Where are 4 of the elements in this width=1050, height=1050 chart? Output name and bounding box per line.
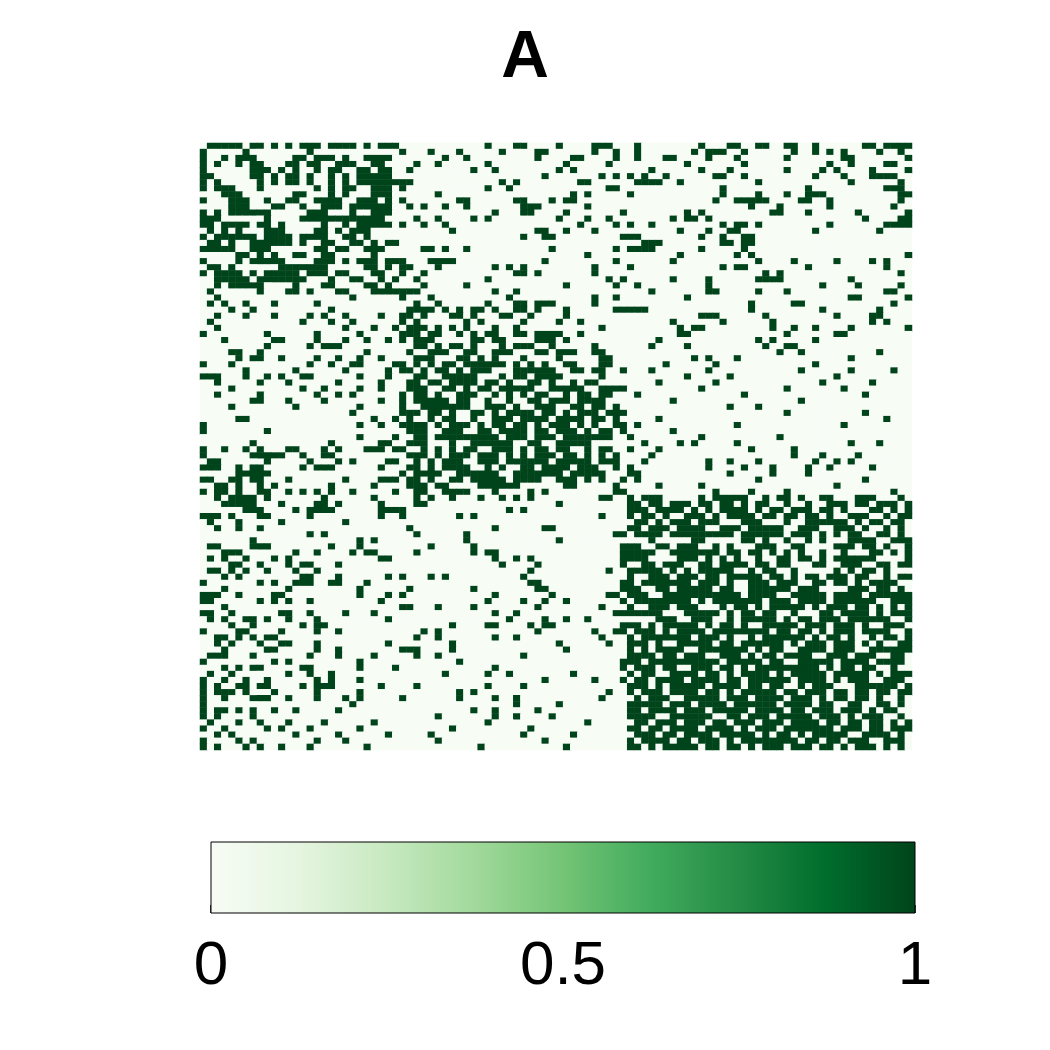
color-bar-label: 0.5: [519, 927, 607, 997]
color-bar-label: 1: [897, 927, 933, 997]
chart-title: A: [501, 17, 549, 91]
color-bar-label: 0: [193, 927, 229, 997]
